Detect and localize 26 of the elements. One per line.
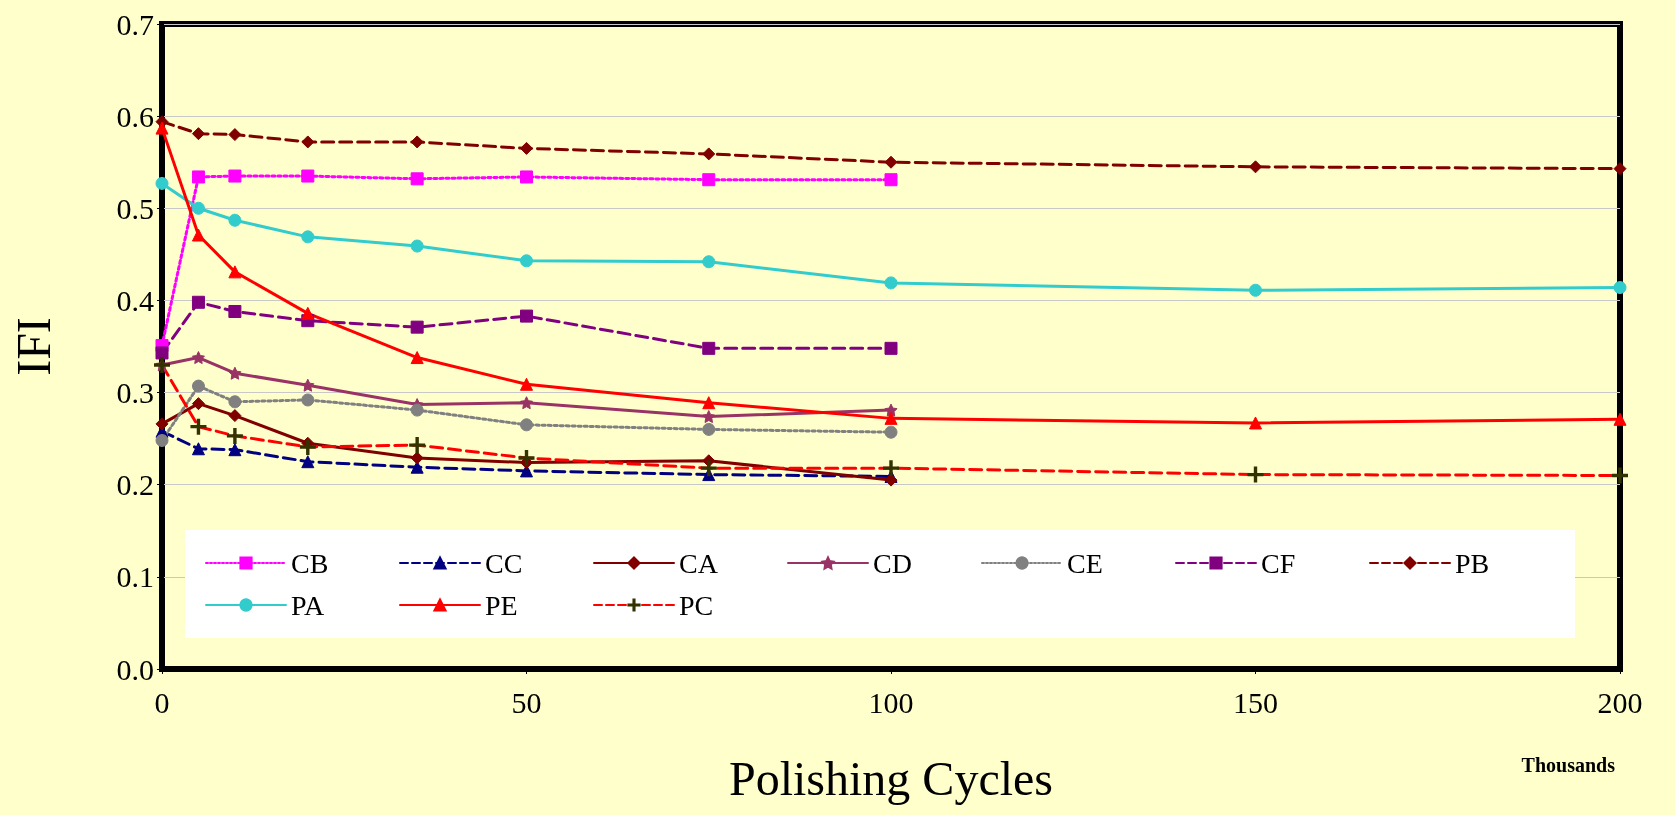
x-tick-label: 150 xyxy=(1233,685,1278,719)
y-tick-label: 0.5 xyxy=(116,191,154,225)
x-tick-label: 50 xyxy=(511,685,542,719)
x-tick-label: 200 xyxy=(1597,685,1643,719)
y-axis-title: IFI xyxy=(6,317,60,376)
legend-label: PE xyxy=(485,589,518,621)
y-tick-label: 0.7 xyxy=(116,7,154,41)
legend-label: CC xyxy=(485,547,523,579)
legend-label: CE xyxy=(1067,547,1103,579)
legend-label: CF xyxy=(1261,547,1296,579)
y-tick-label: 0.0 xyxy=(116,652,154,686)
text: Thousands xyxy=(1521,754,1616,776)
x-axis-title: Polishing Cycles xyxy=(728,751,1054,805)
legend-label: PA xyxy=(291,589,325,621)
legend-label: CB xyxy=(291,547,329,579)
x-tick-label: 100 xyxy=(868,685,914,719)
y-tick-label: 0.2 xyxy=(116,468,154,502)
y-tick-label: 0.4 xyxy=(116,283,154,317)
y-tick-label: 0.6 xyxy=(116,99,154,133)
y-tick-label: 0.1 xyxy=(116,560,154,594)
x-tick-label: 0 xyxy=(154,685,170,719)
legend-label: CA xyxy=(679,547,719,579)
y-tick-label: 0.3 xyxy=(116,376,154,410)
legend-label: CD xyxy=(873,547,912,579)
legend-label: PC xyxy=(679,589,714,621)
legend-label: PB xyxy=(1455,547,1490,579)
